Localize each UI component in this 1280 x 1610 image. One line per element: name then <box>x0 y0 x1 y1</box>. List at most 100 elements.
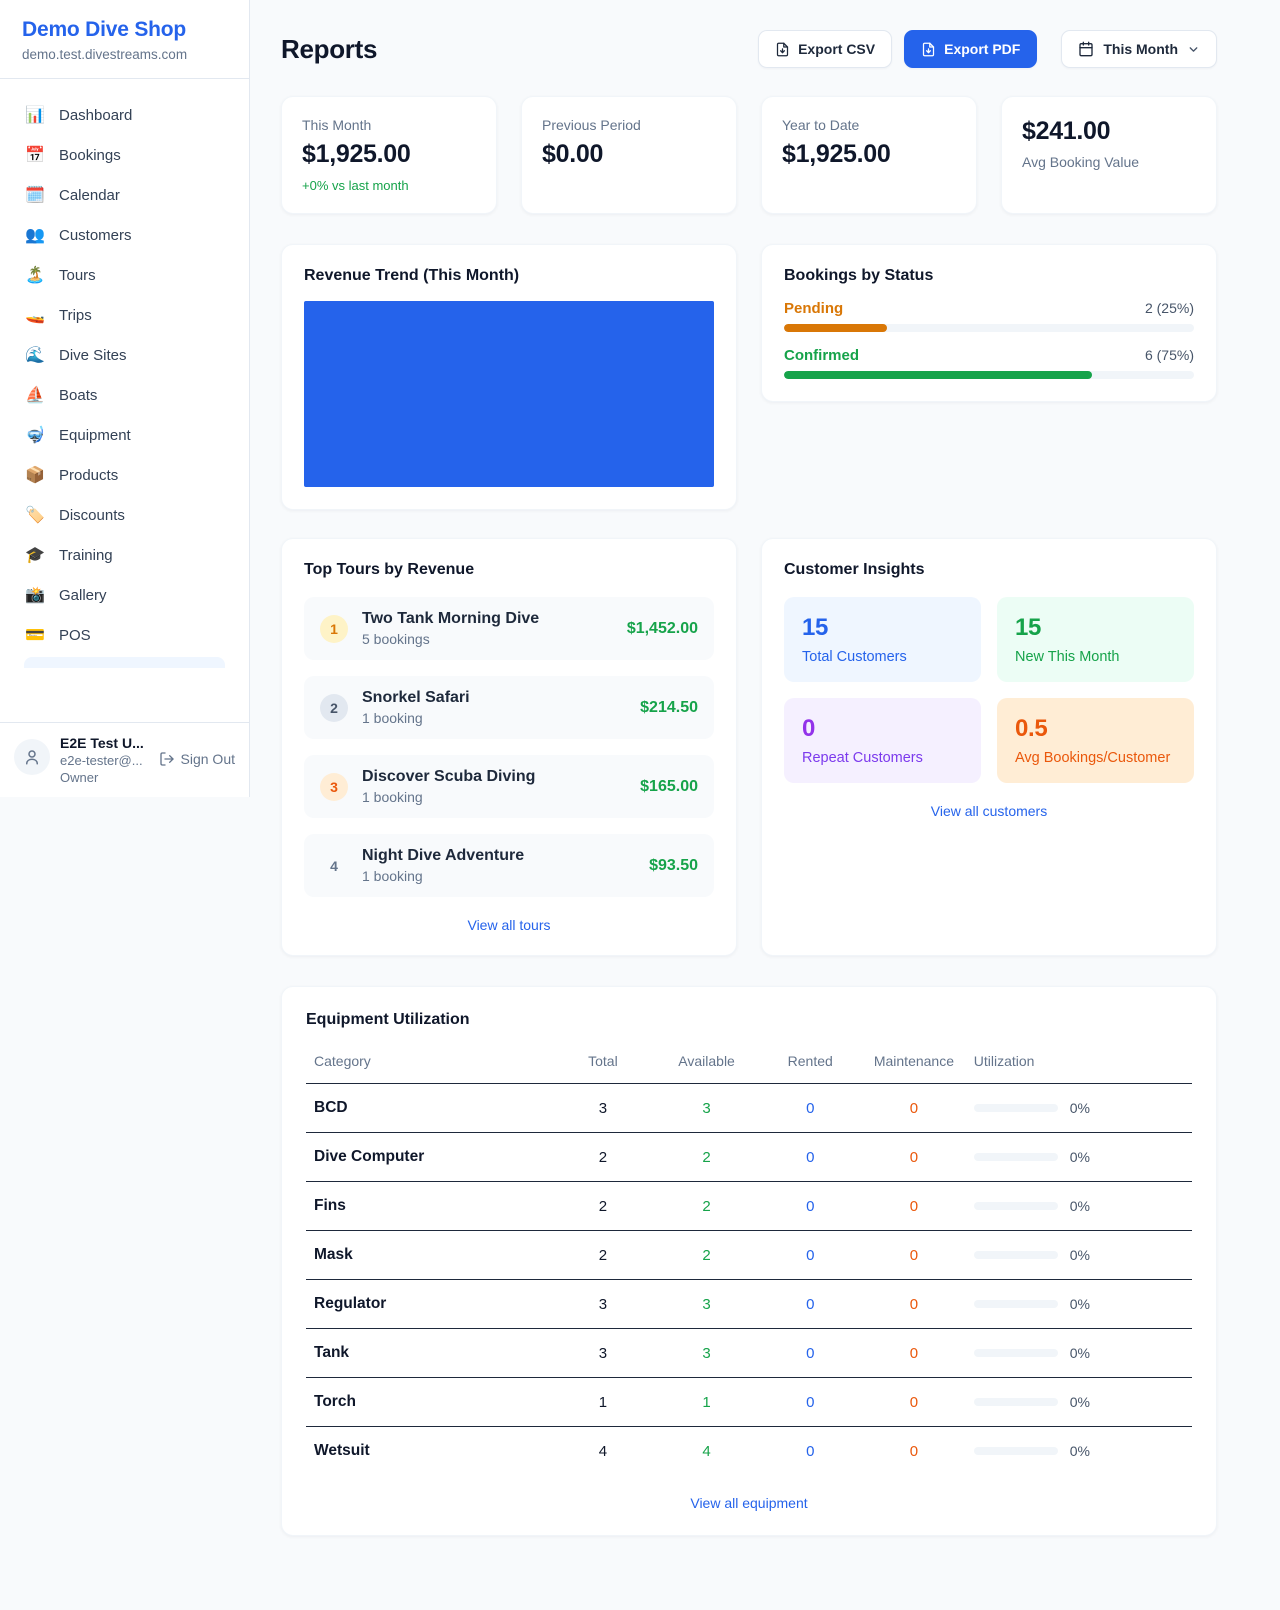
sidebar-item-training[interactable]: 🎓 Training <box>12 535 237 575</box>
sidebar-item-tours[interactable]: 🏝️ Tours <box>12 255 237 295</box>
sidebar-item-label: POS <box>59 626 91 644</box>
sidebar-item-label: Dashboard <box>59 106 133 124</box>
tour-row[interactable]: 2 Snorkel Safari 1 booking $214.50 <box>304 676 714 739</box>
main-content: Reports Export CSV Export PDF This Month <box>250 0 1280 1576</box>
file-download-icon <box>776 42 789 56</box>
sidebar-item-gallery[interactable]: 📸 Gallery <box>12 575 237 615</box>
table-row: Regulator 3 3 0 0 0% <box>306 1279 1192 1329</box>
header-actions: Export CSV Export PDF This Month <box>758 30 1217 68</box>
view-all-tours-link[interactable]: View all tours <box>304 917 714 933</box>
user-email: e2e-tester@... <box>60 753 143 768</box>
sidebar-item-label: Products <box>59 466 119 484</box>
export-pdf-label: Export PDF <box>944 41 1021 57</box>
tour-amount: $214.50 <box>640 698 698 716</box>
table-row: BCD 3 3 0 0 0% <box>306 1083 1192 1133</box>
table-row: Tank 3 3 0 0 0% <box>306 1328 1192 1378</box>
sidebar-item-customers[interactable]: 👥 Customers <box>12 215 237 255</box>
stat-label: Year to Date <box>782 117 860 133</box>
utilization-pct: 0% <box>1069 1394 1090 1410</box>
rank-badge: 3 <box>320 772 348 801</box>
utilization-bar <box>973 1104 1058 1112</box>
utilization-pct: 0% <box>1069 1443 1090 1459</box>
sidebar-item-reports-partial[interactable] <box>24 657 225 668</box>
sidebar-item-bookings[interactable]: 📅 Bookings <box>12 135 237 175</box>
tour-amount: $165.00 <box>640 777 698 795</box>
island-icon: 🏝️ <box>25 267 45 284</box>
credit-card-icon: 💳 <box>25 627 45 644</box>
dashboard-icon: 📊 <box>25 107 45 124</box>
stat-value: $1,925.00 <box>302 140 411 168</box>
tour-row[interactable]: 3 Discover Scuba Diving 1 booking $165.0… <box>304 755 714 818</box>
utilization-bar <box>973 1398 1058 1406</box>
sidebar-item-dive-sites[interactable]: 🌊 Dive Sites <box>12 335 237 375</box>
sidebar-item-equipment[interactable]: 🤿 Equipment <box>12 415 237 455</box>
status-bar-fill <box>784 324 887 332</box>
sidebar-item-calendar[interactable]: 🗓️ Calendar <box>12 175 237 215</box>
file-download-icon <box>922 42 935 56</box>
sidebar-item-label: Equipment <box>59 426 131 444</box>
tour-bookings: 1 booking <box>362 789 423 805</box>
utilization-pct: 0% <box>1069 1149 1090 1165</box>
stat-card-previous-period: Previous Period $0.00 <box>521 96 737 214</box>
revenue-trend-title: Revenue Trend (This Month) <box>304 267 520 284</box>
table-row: Wetsuit 4 4 0 0 0% <box>314 1442 1090 1460</box>
status-label: Confirmed <box>784 347 859 364</box>
utilization-pct: 0% <box>1069 1345 1090 1361</box>
package-icon: 📦 <box>25 467 45 484</box>
insight-tile-repeat-customers: 0 Repeat Customers <box>784 698 981 783</box>
calendar-icon <box>1079 41 1094 57</box>
column-header-category: Category <box>306 1043 552 1084</box>
sign-out-button[interactable]: Sign Out <box>159 751 235 767</box>
status-count: 6 (75%) <box>1144 347 1194 363</box>
tour-bookings: 1 booking <box>362 868 423 884</box>
sidebar-item-boats[interactable]: ⛵ Boats <box>12 375 237 415</box>
insight-tile-new-this-month: 15 New This Month <box>997 597 1194 682</box>
sidebar-item-label: Discounts <box>59 506 125 524</box>
sidebar-item-trips[interactable]: 🚤 Trips <box>12 295 237 335</box>
tour-list: 1 Two Tank Morning Dive 5 bookings $1,45… <box>304 597 714 897</box>
insight-tile-avg-bookings: 0.5 Avg Bookings/Customer <box>997 698 1194 783</box>
utilization-pct: 0% <box>1069 1247 1090 1263</box>
chevron-down-icon <box>1189 46 1198 52</box>
column-header-available: Available <box>654 1043 759 1084</box>
customer-insights-card: Customer Insights 15 Total Customers 15 … <box>761 538 1217 956</box>
stat-value: $241.00 <box>1022 117 1111 145</box>
stat-value: $1,925.00 <box>782 140 891 168</box>
column-header-rented: Rented <box>758 1043 863 1084</box>
utilization-pct: 0% <box>1069 1100 1090 1116</box>
utilization-pct: 0% <box>1069 1198 1090 1214</box>
view-all-equipment-link[interactable]: View all equipment <box>306 1495 1192 1511</box>
utilization-bar <box>973 1349 1058 1357</box>
period-dropdown[interactable]: This Month <box>1061 30 1217 68</box>
table-header-row: Category Total Available Rented Maintena… <box>306 1043 1192 1084</box>
export-csv-button[interactable]: Export CSV <box>758 30 893 68</box>
user-panel: E2E Test U... e2e-tester@... Owner Sign … <box>0 722 249 797</box>
sign-out-icon <box>159 752 174 766</box>
equipment-utilization-title: Equipment Utilization <box>306 1011 470 1028</box>
middle-row: Top Tours by Revenue 1 Two Tank Morning … <box>281 538 1217 956</box>
stat-label: Previous Period <box>542 117 641 133</box>
status-row-confirmed: Confirmed 6 (75%) <box>784 347 1194 379</box>
utilization-bar <box>973 1447 1058 1455</box>
sidebar-item-pos[interactable]: 💳 POS <box>12 615 237 655</box>
rank-badge: 4 <box>330 857 338 874</box>
bookings-icon: 📅 <box>25 147 45 164</box>
export-pdf-button[interactable]: Export PDF <box>904 30 1038 68</box>
tour-row[interactable]: 1 Two Tank Morning Dive 5 bookings $1,45… <box>304 597 714 660</box>
sidebar-header: Demo Dive Shop demo.test.divestreams.com <box>0 0 249 79</box>
sidebar-item-products[interactable]: 📦 Products <box>12 455 237 495</box>
utilization-pct: 0% <box>1069 1296 1090 1312</box>
bookings-by-status-title: Bookings by Status <box>784 267 934 284</box>
tour-name: Snorkel Safari <box>362 689 470 706</box>
calendar-icon: 🗓️ <box>25 187 45 204</box>
sidebar-item-label: Training <box>59 546 113 564</box>
sidebar-item-discounts[interactable]: 🏷️ Discounts <box>12 495 237 535</box>
sidebar-item-dashboard[interactable]: 📊 Dashboard <box>12 95 237 135</box>
view-all-customers-link[interactable]: View all customers <box>784 803 1194 819</box>
utilization-bar <box>973 1300 1058 1308</box>
sidebar-item-label: Dive Sites <box>59 346 127 364</box>
tour-row[interactable]: 4 Night Dive Adventure 1 booking $93.50 <box>304 834 714 897</box>
graduation-cap-icon: 🎓 <box>25 547 45 564</box>
sidebar-item-label: Tours <box>59 266 96 284</box>
table-row: Mask 2 2 0 0 0% <box>306 1230 1192 1280</box>
